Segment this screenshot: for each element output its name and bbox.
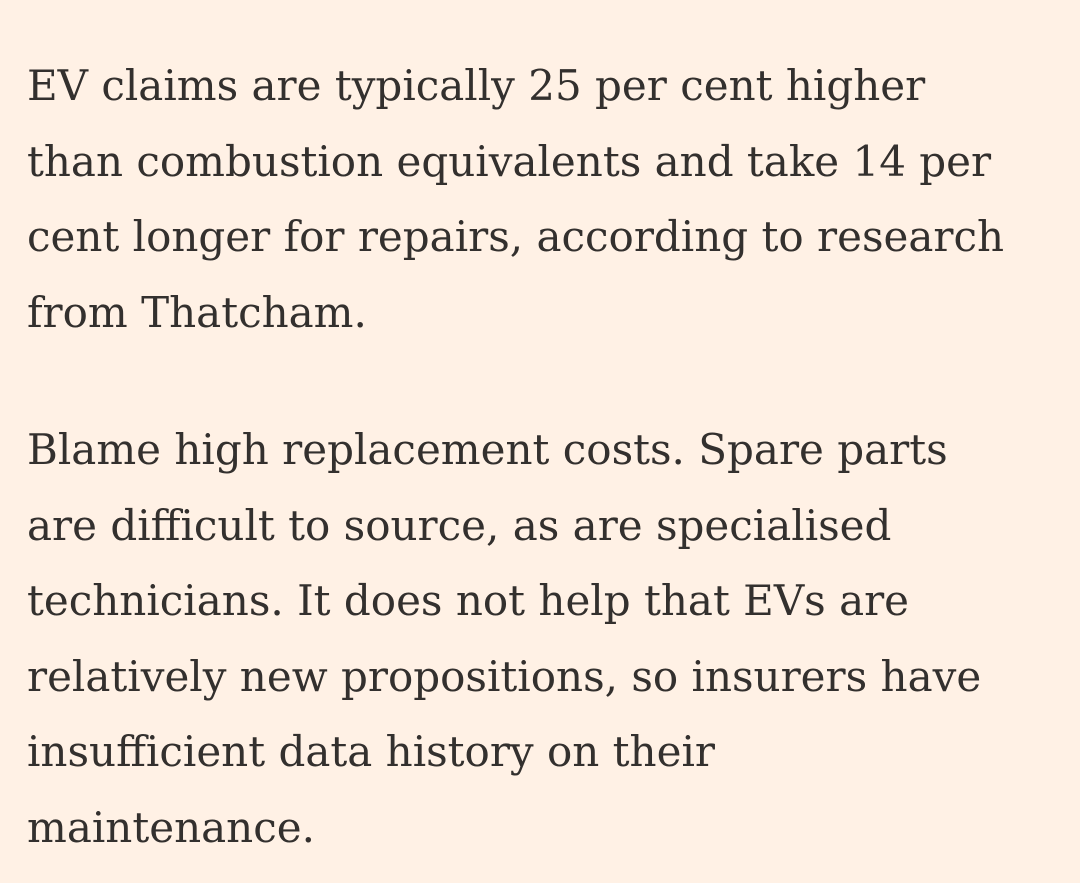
paragraph-line: technicians. It does not help that EVs a… [27, 576, 910, 625]
article-paragraph-2: Blame high replacement costs. Spare part… [27, 412, 1057, 865]
paragraph-line: are difficult to source, as are speciali… [27, 500, 892, 550]
paragraph-line: maintenance. [27, 802, 315, 852]
paragraph-line: relatively new propositions, so insurers… [27, 651, 982, 701]
article-paragraph-1: EV claims are typically 25 per cent high… [27, 48, 1057, 350]
paragraph-line: cent longer for repairs, according to re… [27, 212, 1005, 261]
paragraph-line: insufficient data history on their [27, 727, 715, 776]
paragraph-line: Blame high replacement costs. Spare part… [27, 425, 948, 474]
paragraph-line: than combustion equivalents and take 14 … [27, 136, 992, 186]
paragraph-line: EV claims are typically 25 per cent high… [27, 61, 926, 110]
paragraph-line: from Thatcham. [27, 287, 367, 337]
article-body: EV claims are typically 25 per cent high… [27, 48, 1057, 865]
